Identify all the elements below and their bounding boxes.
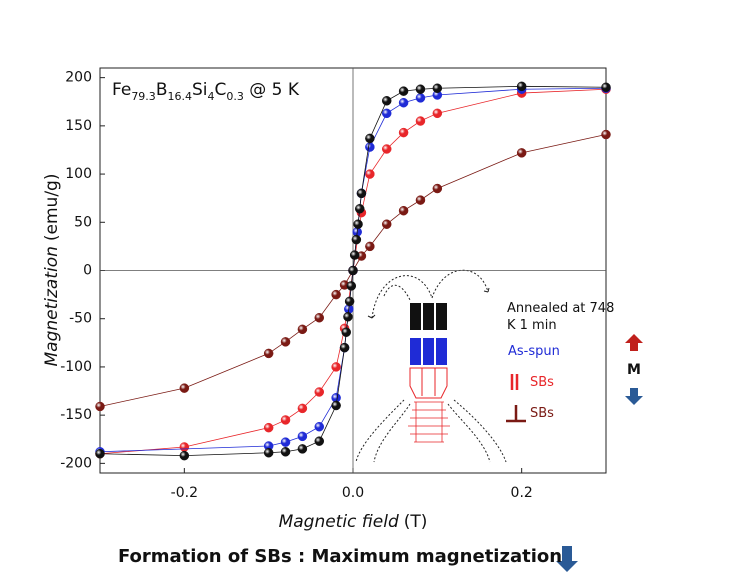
data-point (263, 448, 274, 458)
data-point (381, 96, 392, 106)
data-point (516, 148, 527, 158)
y-tick-label: 200 (65, 70, 92, 86)
data-point (381, 144, 392, 154)
data-point (280, 447, 291, 457)
y-tick-label: 0 (83, 263, 92, 279)
title-subscript: 0.3 (226, 90, 244, 103)
data-point (95, 401, 105, 412)
data-point (432, 108, 443, 119)
data-point (415, 93, 426, 103)
data-point (398, 205, 409, 216)
x-tick-label: -0.2 (171, 485, 198, 501)
data-point (95, 448, 105, 459)
data-point (179, 383, 190, 393)
data-point (601, 82, 611, 93)
y-tick-label: -150 (60, 407, 92, 423)
data-point (601, 129, 611, 140)
legend-entry: Annealed at 748 K 1 min (507, 301, 615, 333)
data-point (432, 83, 443, 93)
data-point (346, 281, 357, 291)
y-tick-label: 150 (65, 118, 92, 134)
data-point (398, 86, 409, 96)
legend-entry: SBs (530, 406, 554, 421)
inset-diagram (355, 269, 526, 463)
data-point (415, 84, 426, 94)
data-point (381, 219, 392, 229)
data-point (353, 219, 363, 229)
data-point (398, 127, 409, 138)
y-label-unit: (emu/g) (42, 174, 62, 242)
title-part: Fe (112, 80, 131, 100)
data-point (280, 337, 291, 347)
data-point (381, 108, 392, 119)
data-point (341, 327, 352, 337)
data-point (280, 415, 291, 425)
x-tick-label: 0.2 (511, 485, 533, 501)
data-point (351, 234, 362, 245)
y-tick-label: 100 (65, 166, 92, 182)
chart-title: Fe79.3B16.4Si4C0.3 @ 5 K (112, 80, 300, 103)
data-point (314, 387, 325, 397)
side-label: M (627, 362, 641, 378)
x-label-unit: (T) (404, 512, 428, 532)
data-point (349, 250, 360, 260)
data-point (432, 183, 443, 194)
data-point (348, 265, 358, 276)
data-point (179, 442, 190, 452)
data-point (297, 324, 308, 335)
data-point (331, 400, 341, 411)
data-point (314, 436, 325, 446)
title-part: @ 5 K (244, 80, 300, 100)
x-label-name: Magnetic field (279, 512, 399, 532)
data-point (365, 241, 375, 252)
title-subscript: 79.3 (131, 90, 156, 103)
caption: Formation of SBs : Maximum magnetization (118, 546, 562, 567)
data-point (331, 289, 341, 300)
title-part: B (156, 80, 168, 100)
data-point (297, 403, 308, 414)
data-point (297, 431, 308, 442)
data-point (415, 116, 426, 126)
legend-entry: SBs (530, 375, 554, 390)
data-point (297, 444, 308, 454)
data-point (398, 97, 409, 108)
y-tick-label: 50 (74, 214, 92, 230)
data-point (365, 142, 375, 152)
data-point (339, 342, 350, 353)
data-point (344, 296, 355, 307)
y-tick-label: -50 (69, 311, 92, 327)
data-point (354, 204, 365, 214)
y-label-name: Magnetization (42, 246, 62, 366)
title-subscript: 16.4 (167, 90, 192, 103)
data-point (365, 169, 375, 179)
data-point (516, 81, 527, 92)
legend-entry: As-spun (508, 344, 560, 359)
data-point (263, 422, 274, 433)
side-arrows (556, 334, 643, 572)
data-point (365, 133, 375, 144)
data-point (179, 450, 190, 461)
data-point (331, 362, 341, 372)
title-part: Si (192, 80, 208, 100)
data-point (415, 195, 426, 205)
data-point (280, 437, 291, 447)
y-tick-label: -200 (60, 455, 92, 471)
title-part: C (215, 80, 227, 100)
y-tick-label: -100 (60, 359, 92, 375)
x-axis-label: Magnetic field (T) (279, 512, 428, 532)
data-point (343, 312, 353, 322)
y-axis-label: Magnetization (emu/g) (42, 174, 62, 367)
data-point (314, 421, 325, 432)
data-point (314, 313, 325, 323)
x-tick-label: 0.0 (342, 485, 364, 501)
data-point (356, 188, 367, 199)
data-point (263, 348, 274, 359)
title-subscript: 4 (208, 90, 215, 103)
